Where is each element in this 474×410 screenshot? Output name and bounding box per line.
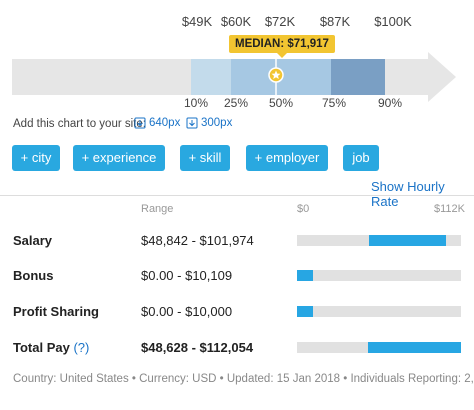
total-pay-text: Total Pay [13, 340, 70, 355]
total-pay-help-link[interactable]: (?) [73, 340, 90, 355]
scale-min: $0 [297, 203, 310, 215]
top-value-75: $87K [319, 14, 351, 29]
job-button[interactable]: job [343, 145, 379, 171]
embed-640-label: 640px [149, 117, 181, 129]
percentile-chart [12, 52, 456, 102]
band-10-25 [191, 59, 231, 95]
percentile-25: 25% [223, 96, 249, 110]
embed-640-link[interactable]: 640px [134, 117, 180, 129]
band-75-90 [331, 59, 385, 95]
top-value-50: $72K [264, 14, 296, 29]
add-skill-button[interactable]: + skill [180, 145, 230, 171]
total-pay-bar-fill [368, 342, 461, 353]
total-pay-range: $48,628 - $112,054 [141, 340, 254, 355]
percentile-75: 75% [321, 96, 347, 110]
bonus-label: Bonus [13, 268, 54, 283]
total-pay-label: Total Pay (?) [13, 340, 89, 355]
top-value-10: $49K [181, 14, 213, 29]
scale-max: $112K [434, 203, 465, 215]
total-pay-bar [297, 342, 461, 353]
divider [0, 195, 474, 196]
range-header: Range [141, 203, 174, 215]
salary-range: $48,842 - $101,974 [141, 233, 254, 248]
bonus-bar-fill [297, 270, 313, 281]
percentile-10: 10% [183, 96, 209, 110]
star-shape [271, 70, 281, 79]
embed-300-label: 300px [201, 117, 233, 129]
download-icon [134, 117, 146, 129]
profit-sharing-range: $0.00 - $10,000 [141, 304, 233, 319]
add-experience-button[interactable]: + experience [73, 145, 165, 171]
download-icon [186, 117, 198, 129]
bonus-range: $0.00 - $10,109 [141, 268, 233, 283]
median-callout: MEDIAN: $71,917 [229, 35, 335, 58]
salary-bar-fill [368, 235, 447, 246]
top-value-25: $60K [220, 14, 252, 29]
profit-sharing-bar-fill [297, 306, 313, 317]
footer-info: Country: United States • Currency: USD •… [13, 373, 474, 385]
embed-300-link[interactable]: 300px [186, 117, 232, 129]
bonus-bar [297, 270, 461, 281]
profit-sharing-bar [297, 306, 461, 317]
add-chart-label: Add this chart to your site: [13, 118, 146, 130]
percentile-50: 50% [268, 96, 294, 110]
add-employer-button[interactable]: + employer [246, 145, 328, 171]
show-hourly-rate-link[interactable]: Show Hourly Rate [371, 179, 445, 209]
add-city-button[interactable]: + city [12, 145, 60, 171]
percentile-90: 90% [377, 96, 403, 110]
salary-label: Salary [13, 233, 53, 248]
top-value-90: $100K [374, 14, 412, 29]
profit-sharing-label: Profit Sharing [13, 304, 99, 319]
salary-bar [297, 235, 461, 246]
